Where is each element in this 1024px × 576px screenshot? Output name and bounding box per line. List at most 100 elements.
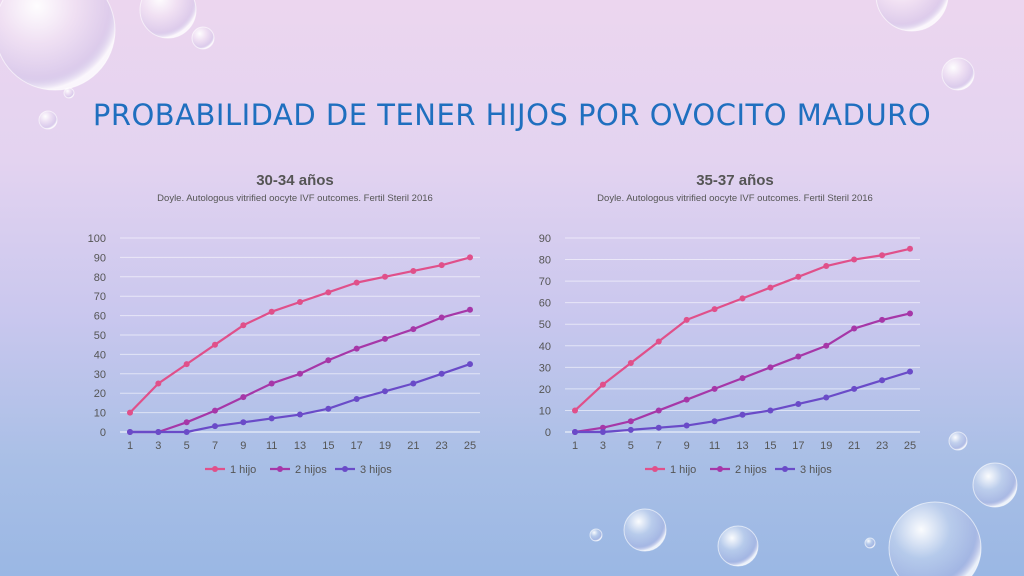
data-point — [823, 342, 830, 349]
data-point — [627, 426, 634, 433]
y-tick-label: 10 — [94, 408, 106, 420]
legend-swatch-marker — [717, 466, 723, 472]
data-point — [268, 380, 275, 387]
x-tick-label: 25 — [464, 440, 476, 452]
x-tick-label: 25 — [904, 440, 916, 452]
data-point — [297, 411, 303, 418]
data-point — [655, 338, 662, 345]
legend-label: 2 hijos — [295, 464, 327, 476]
bubble-decoration — [589, 528, 603, 542]
data-point — [438, 314, 445, 321]
data-point — [325, 357, 332, 364]
bubble-decoration — [139, 0, 197, 39]
data-point — [739, 411, 746, 418]
data-point — [655, 424, 662, 431]
data-point — [268, 415, 275, 422]
chart-title: 35-37 años — [696, 172, 774, 189]
data-point — [382, 335, 388, 342]
chart-title: 30-34 años — [256, 172, 334, 189]
data-point — [795, 353, 802, 360]
y-tick-label: 30 — [94, 369, 106, 381]
chart-subtitle: Doyle. Autologous vitrified oocyte IVF o… — [157, 193, 433, 204]
data-point — [240, 394, 247, 401]
x-tick-label: 17 — [351, 440, 363, 452]
x-tick-label: 11 — [709, 440, 720, 452]
x-tick-label: 3 — [600, 440, 606, 452]
y-tick-label: 0 — [545, 427, 551, 439]
data-point — [183, 419, 190, 426]
x-tick-label: 19 — [379, 440, 391, 452]
legend-label: 3 hijos — [800, 464, 832, 476]
data-point — [240, 322, 247, 329]
y-tick-label: 90 — [94, 252, 106, 264]
data-point — [155, 380, 162, 387]
x-tick-label: 23 — [876, 440, 888, 452]
data-point — [268, 308, 275, 315]
legend-swatch-marker — [277, 466, 283, 472]
data-point — [795, 273, 802, 280]
y-tick-label: 30 — [539, 362, 551, 374]
x-tick-label: 17 — [792, 440, 804, 452]
data-point — [599, 424, 606, 431]
data-point — [739, 375, 746, 382]
data-point — [907, 368, 913, 375]
data-point — [823, 394, 830, 401]
bubble-decoration — [63, 87, 75, 99]
y-tick-label: 90 — [539, 233, 551, 245]
legend-swatch-marker — [782, 466, 788, 472]
data-point — [599, 429, 606, 435]
data-point — [410, 326, 417, 333]
x-tick-label: 9 — [240, 440, 246, 452]
x-tick-label: 1 — [127, 440, 133, 452]
data-point — [382, 273, 388, 280]
y-tick-label: 0 — [100, 427, 106, 439]
data-point — [438, 370, 445, 377]
bubble-decoration — [191, 26, 215, 50]
data-point — [297, 370, 303, 377]
data-point — [627, 418, 634, 425]
legend-swatch-marker — [342, 466, 348, 472]
data-point — [851, 385, 858, 392]
y-tick-label: 20 — [94, 388, 106, 400]
y-tick-label: 70 — [94, 291, 106, 303]
data-point — [410, 380, 417, 387]
data-point — [467, 306, 473, 313]
data-point — [183, 361, 190, 368]
y-tick-label: 60 — [539, 298, 551, 310]
data-point — [711, 306, 718, 313]
data-point — [325, 289, 332, 296]
x-tick-label: 15 — [322, 440, 334, 452]
x-tick-label: 1 — [572, 440, 578, 452]
data-point — [212, 407, 218, 414]
bubble-decoration — [875, 0, 949, 32]
x-tick-label: 3 — [155, 440, 161, 452]
data-point — [410, 267, 417, 274]
y-tick-label: 50 — [539, 319, 551, 331]
x-tick-label: 13 — [294, 440, 306, 452]
bubble-decoration — [0, 0, 116, 91]
data-point — [325, 405, 332, 412]
page-title: PROBABILIDAD DE TENER HIJOS POR OVOCITO … — [92, 98, 932, 132]
legend-label: 1 hijo — [670, 464, 696, 476]
data-point — [240, 419, 247, 426]
data-point — [627, 360, 634, 367]
data-point — [467, 361, 473, 368]
data-point — [879, 316, 886, 323]
y-tick-label: 40 — [539, 341, 551, 353]
x-tick-label: 13 — [736, 440, 748, 452]
chart-35-37: 35-37 años Doyle. Autologous vitrified o… — [500, 168, 970, 488]
data-point — [851, 256, 858, 263]
data-point — [879, 377, 886, 384]
data-point — [655, 407, 662, 414]
bubble-decoration — [717, 525, 759, 567]
data-point — [467, 254, 473, 261]
legend-label: 1 hijo — [230, 464, 256, 476]
data-point — [767, 407, 774, 414]
legend-swatch-marker — [212, 466, 218, 472]
data-point — [795, 400, 802, 407]
y-tick-label: 50 — [94, 330, 106, 342]
data-point — [127, 409, 133, 416]
chart-subtitle: Doyle. Autologous vitrified oocyte IVF o… — [597, 193, 873, 204]
data-point — [572, 429, 578, 435]
